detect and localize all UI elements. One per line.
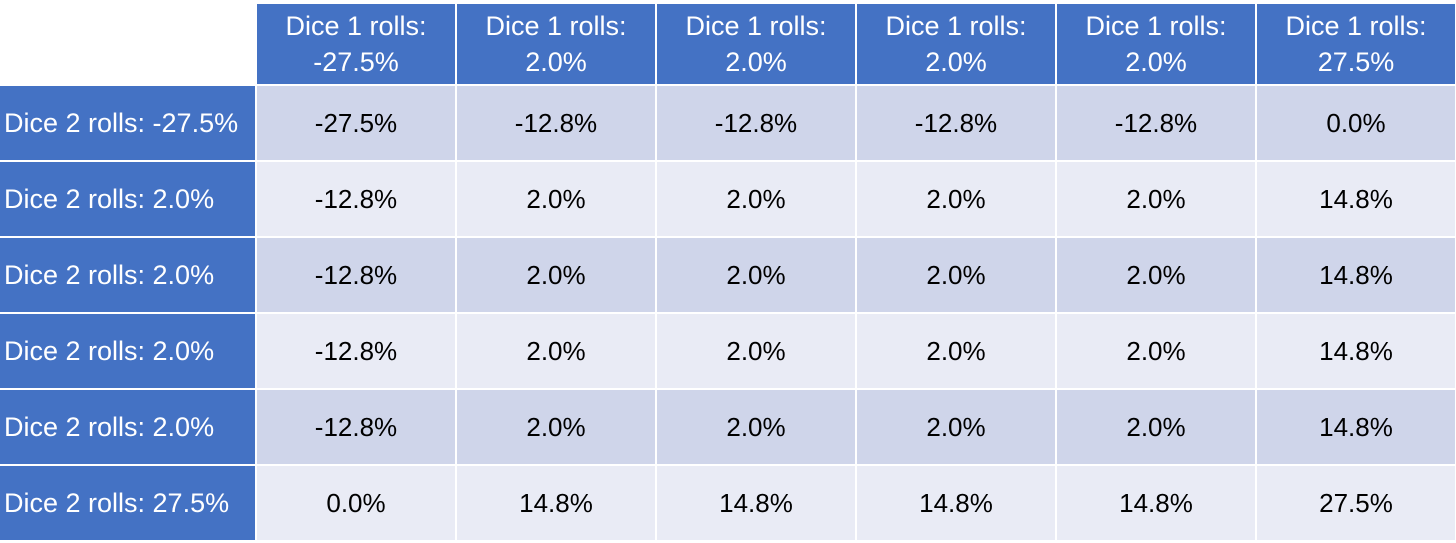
table-cell: -12.8% [857, 86, 1055, 160]
table-cell: -27.5% [257, 86, 455, 160]
table-cell: 14.8% [857, 466, 1055, 540]
row-header: Dice 2 rolls: 2.0% [0, 314, 255, 388]
table-cell: -12.8% [257, 390, 455, 464]
table-cell: 2.0% [457, 238, 655, 312]
column-header-line2: 27.5% [1317, 47, 1395, 77]
table-cell: 2.0% [857, 162, 1055, 236]
column-header-line1: Dice 1 rolls: [1085, 11, 1227, 41]
column-header: Dice 1 rolls: -27.5% [257, 4, 455, 84]
table-cell: -12.8% [457, 86, 655, 160]
table-cell: 2.0% [657, 390, 855, 464]
row-header: Dice 2 rolls: 2.0% [0, 162, 255, 236]
table-cell: -12.8% [257, 314, 455, 388]
table-cell: 27.5% [1257, 466, 1455, 540]
column-header-line1: Dice 1 rolls: [485, 11, 627, 41]
column-header-line1: Dice 1 rolls: [885, 11, 1027, 41]
table-cell: 2.0% [857, 314, 1055, 388]
table-cell: -12.8% [257, 162, 455, 236]
table-cell: 2.0% [657, 238, 855, 312]
table-cell: 2.0% [457, 314, 655, 388]
column-header: Dice 1 rolls: 2.0% [857, 4, 1055, 84]
column-header-line1: Dice 1 rolls: [285, 11, 427, 41]
table-cell: 2.0% [457, 390, 655, 464]
table-cell: 2.0% [1057, 314, 1255, 388]
row-header: Dice 2 rolls: 2.0% [0, 390, 255, 464]
column-header-line2: 2.0% [525, 47, 587, 77]
table-cell: 2.0% [657, 314, 855, 388]
table-cell: 2.0% [657, 162, 855, 236]
table-cell: 2.0% [1057, 162, 1255, 236]
table-cell: 2.0% [857, 238, 1055, 312]
table-cell: 14.8% [1257, 238, 1455, 312]
table-cell: 0.0% [1257, 86, 1455, 160]
table-cell: 14.8% [1257, 314, 1455, 388]
table-cell: 14.8% [457, 466, 655, 540]
row-header: Dice 2 rolls: 27.5% [0, 466, 255, 540]
table-cell: 2.0% [1057, 390, 1255, 464]
column-header: Dice 1 rolls: 2.0% [457, 4, 655, 84]
table-corner [0, 4, 255, 84]
column-header-line1: Dice 1 rolls: [685, 11, 827, 41]
column-header-line2: 2.0% [1125, 47, 1187, 77]
column-header: Dice 1 rolls: 2.0% [657, 4, 855, 84]
column-header: Dice 1 rolls: 27.5% [1257, 4, 1455, 84]
row-header: Dice 2 rolls: -27.5% [0, 86, 255, 160]
returns-table: Dice 1 rolls: -27.5% Dice 1 rolls: 2.0% Di… [0, 4, 1455, 540]
table-cell: 14.8% [1057, 466, 1255, 540]
table-cell: -12.8% [257, 238, 455, 312]
column-header-line2: 2.0% [925, 47, 987, 77]
column-header-line1: Dice 1 rolls: [1285, 11, 1427, 41]
column-header-line2: -27.5% [313, 47, 399, 77]
table-cell: 14.8% [1257, 162, 1455, 236]
table-cell: 0.0% [257, 466, 455, 540]
column-header-line2: 2.0% [725, 47, 787, 77]
column-header: Dice 1 rolls: 2.0% [1057, 4, 1255, 84]
table-cell: -12.8% [657, 86, 855, 160]
table-cell: 2.0% [857, 390, 1055, 464]
table-cell: 2.0% [457, 162, 655, 236]
table-cell: 14.8% [657, 466, 855, 540]
table-cell: 14.8% [1257, 390, 1455, 464]
table-cell: 2.0% [1057, 238, 1255, 312]
row-header: Dice 2 rolls: 2.0% [0, 238, 255, 312]
table-cell: -12.8% [1057, 86, 1255, 160]
